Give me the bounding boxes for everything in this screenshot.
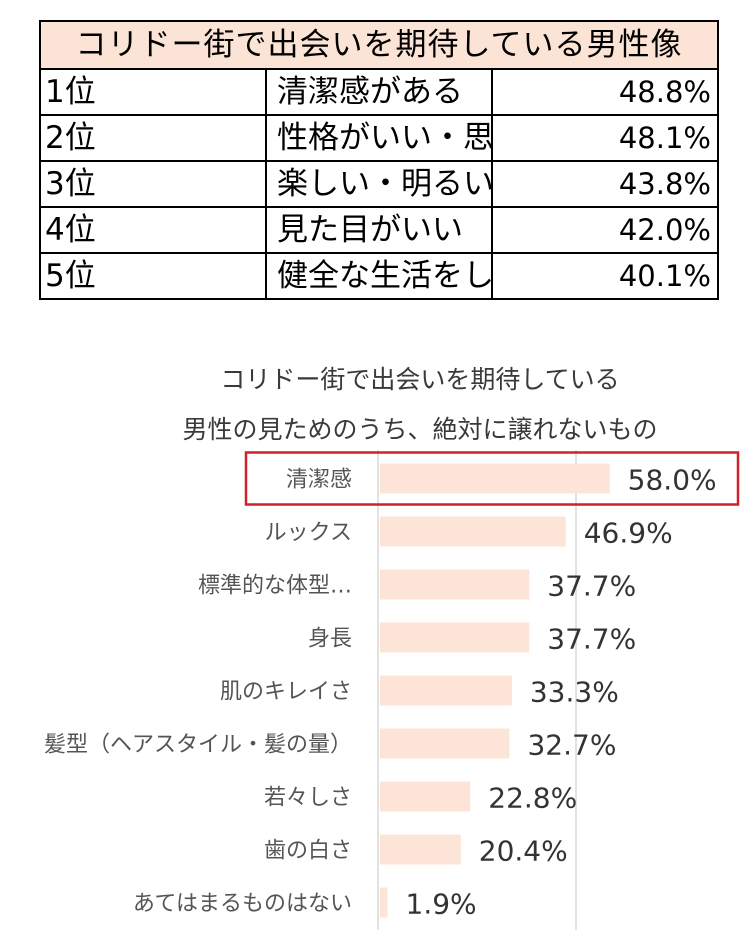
value-label: 1.9%	[406, 888, 477, 921]
percent-cell: 48.8%	[491, 68, 719, 116]
bar-chart: 清潔感 58.0% ルックス 46.9% 標準的な体型… 37.7% 身長 37.7% 肌のキレ…	[44, 450, 740, 930]
category-label: あてはまるものはない	[133, 892, 352, 917]
ranking-row: 1位 清潔感がある 48.8%	[39, 68, 719, 116]
ranking-row: 4位 見た目がいい 42.0%	[39, 206, 719, 254]
rank-cell: 4位	[39, 206, 267, 254]
category-label: 肌のキレイさ	[220, 680, 352, 705]
bar	[380, 781, 471, 812]
item-cell: 見た目がいい	[265, 206, 493, 254]
category-label: 標準的な体型…	[198, 574, 352, 599]
percent-cell: 42.0%	[491, 206, 719, 254]
chart-title-line1: コリドー街で出会いを期待している	[220, 365, 620, 394]
bar	[380, 728, 510, 759]
value-label: 20.4%	[479, 835, 568, 868]
chart-title-line2: 男性の見ためのうち、絶対に譲れないもの	[182, 415, 658, 444]
ranking-row: 5位 健全な生活をしている 40.1%	[39, 252, 719, 300]
value-label: 32.7%	[527, 729, 616, 762]
item-cell: 楽しい・明るい	[265, 160, 493, 208]
value-label: 58.0%	[628, 464, 717, 497]
category-label: 髪型（ヘアスタイル・髪の量）	[44, 733, 352, 758]
item-cell: 清潔感がある	[265, 68, 493, 116]
rank-cell: 3位	[39, 160, 267, 208]
value-label: 46.9%	[584, 517, 673, 550]
percent-cell: 40.1%	[491, 252, 719, 300]
bar	[380, 675, 512, 706]
ranking-row: 3位 楽しい・明るい 43.8%	[39, 160, 719, 208]
ranking-row: 2位 性格がいい・思いやりがある 48.1%	[39, 114, 719, 162]
rank-cell: 1位	[39, 68, 267, 116]
highlight-box	[244, 451, 740, 506]
category-label: 身長	[308, 627, 352, 652]
bar	[380, 887, 388, 918]
ranking-table: コリドー街で出会いを期待している男性像 1位 清潔感がある 48.8% 2位 性…	[39, 20, 719, 300]
item-cell: 健全な生活をしている	[265, 252, 493, 300]
value-label: 37.7%	[547, 623, 636, 656]
rank-cell: 2位	[39, 114, 267, 162]
category-label: 清潔感	[286, 468, 352, 493]
percent-cell: 43.8%	[491, 160, 719, 208]
bar	[380, 463, 610, 494]
bar	[380, 516, 566, 547]
ranking-table-header: コリドー街で出会いを期待している男性像	[39, 20, 719, 70]
category-label: 歯の白さ	[264, 839, 352, 864]
value-label: 33.3%	[530, 676, 619, 709]
category-label: ルックス	[265, 521, 352, 546]
ranking-table-title: コリドー街で出会いを期待している男性像	[39, 20, 719, 70]
bar	[380, 834, 461, 865]
bar	[380, 622, 530, 653]
item-cell: 性格がいい・思いやりがある	[265, 114, 493, 162]
percent-cell: 48.1%	[491, 114, 719, 162]
value-label: 22.8%	[488, 782, 577, 815]
bar	[380, 569, 530, 600]
category-label: 若々しさ	[264, 786, 352, 811]
value-label: 37.7%	[547, 570, 636, 603]
rank-cell: 5位	[39, 252, 267, 300]
